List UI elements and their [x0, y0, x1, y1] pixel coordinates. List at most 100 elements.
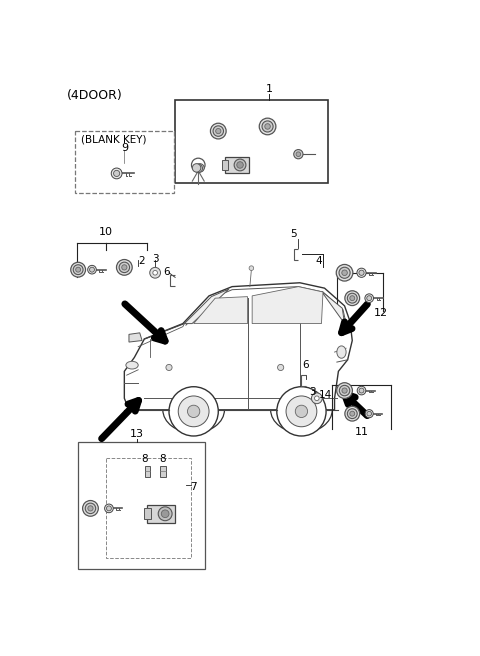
Circle shape [359, 388, 364, 393]
Bar [144, 508, 151, 519]
Circle shape [336, 264, 353, 281]
Bar [78, 442, 205, 569]
Circle shape [294, 150, 303, 159]
Circle shape [71, 262, 85, 277]
Text: 14: 14 [318, 390, 332, 400]
Circle shape [119, 262, 130, 273]
Circle shape [365, 294, 373, 302]
Text: 12: 12 [374, 308, 388, 318]
Circle shape [312, 393, 322, 403]
Bar [175, 100, 328, 184]
Circle shape [111, 168, 122, 179]
Circle shape [178, 396, 209, 427]
Circle shape [117, 260, 132, 276]
Circle shape [83, 501, 98, 516]
Circle shape [194, 164, 203, 173]
Text: 4: 4 [315, 256, 322, 266]
Circle shape [249, 266, 254, 270]
Circle shape [342, 270, 348, 276]
Circle shape [277, 364, 284, 371]
Circle shape [259, 118, 276, 134]
Circle shape [277, 387, 326, 436]
Text: (BLANK KEY): (BLANK KEY) [81, 135, 147, 145]
Polygon shape [193, 297, 248, 323]
Text: 3: 3 [152, 255, 159, 264]
Circle shape [213, 126, 224, 136]
Circle shape [262, 121, 273, 132]
Circle shape [345, 406, 360, 421]
Circle shape [158, 507, 172, 521]
Circle shape [216, 129, 221, 134]
Circle shape [265, 124, 270, 129]
Circle shape [169, 387, 218, 436]
Bar [144, 466, 150, 477]
Text: 6: 6 [303, 359, 310, 370]
Ellipse shape [337, 346, 346, 358]
Circle shape [336, 382, 352, 398]
Circle shape [339, 385, 350, 396]
Circle shape [90, 267, 95, 272]
Text: 13: 13 [130, 429, 144, 439]
Circle shape [122, 265, 127, 270]
Circle shape [314, 396, 319, 401]
Text: 7: 7 [191, 482, 197, 492]
Text: 8: 8 [159, 454, 166, 464]
Circle shape [105, 504, 113, 513]
Circle shape [88, 506, 93, 511]
Circle shape [357, 386, 366, 395]
Bar [160, 466, 166, 477]
Text: 11: 11 [355, 427, 369, 437]
Circle shape [359, 270, 364, 276]
Polygon shape [129, 333, 142, 342]
Circle shape [150, 268, 160, 278]
Circle shape [357, 268, 366, 277]
Circle shape [339, 267, 350, 278]
Circle shape [161, 510, 169, 518]
Circle shape [73, 265, 83, 275]
Circle shape [350, 296, 355, 300]
Text: 10: 10 [99, 226, 113, 237]
Circle shape [295, 405, 308, 417]
Circle shape [348, 409, 357, 419]
Circle shape [76, 267, 81, 272]
Ellipse shape [126, 361, 138, 369]
Polygon shape [184, 289, 229, 323]
Bar [225, 157, 249, 173]
Circle shape [350, 411, 355, 416]
Circle shape [296, 152, 300, 157]
Text: 9: 9 [121, 144, 128, 154]
Text: 6: 6 [163, 266, 169, 277]
Circle shape [365, 409, 373, 418]
Circle shape [348, 293, 357, 303]
Polygon shape [322, 291, 345, 323]
Circle shape [342, 388, 347, 393]
Text: (4DOOR): (4DOOR) [67, 89, 123, 102]
Text: 2: 2 [138, 256, 145, 266]
Circle shape [234, 159, 246, 171]
Circle shape [237, 161, 243, 168]
Text: 3: 3 [309, 387, 316, 397]
Bar [147, 504, 175, 523]
Bar [106, 458, 191, 558]
Circle shape [192, 163, 201, 172]
Circle shape [345, 291, 360, 306]
Circle shape [196, 163, 204, 172]
Circle shape [85, 503, 96, 514]
Polygon shape [124, 283, 352, 410]
Circle shape [286, 396, 317, 427]
Circle shape [107, 506, 111, 511]
Bar [75, 131, 174, 193]
Bar [222, 160, 228, 169]
Polygon shape [252, 287, 323, 323]
Circle shape [166, 364, 172, 371]
Circle shape [188, 405, 200, 417]
Circle shape [114, 171, 120, 176]
Text: 5: 5 [290, 229, 297, 239]
Text: 1: 1 [265, 84, 273, 94]
Circle shape [367, 296, 372, 300]
Circle shape [210, 123, 226, 139]
Circle shape [153, 270, 157, 275]
Circle shape [88, 266, 96, 274]
Text: 8: 8 [141, 454, 148, 464]
Circle shape [367, 411, 372, 416]
